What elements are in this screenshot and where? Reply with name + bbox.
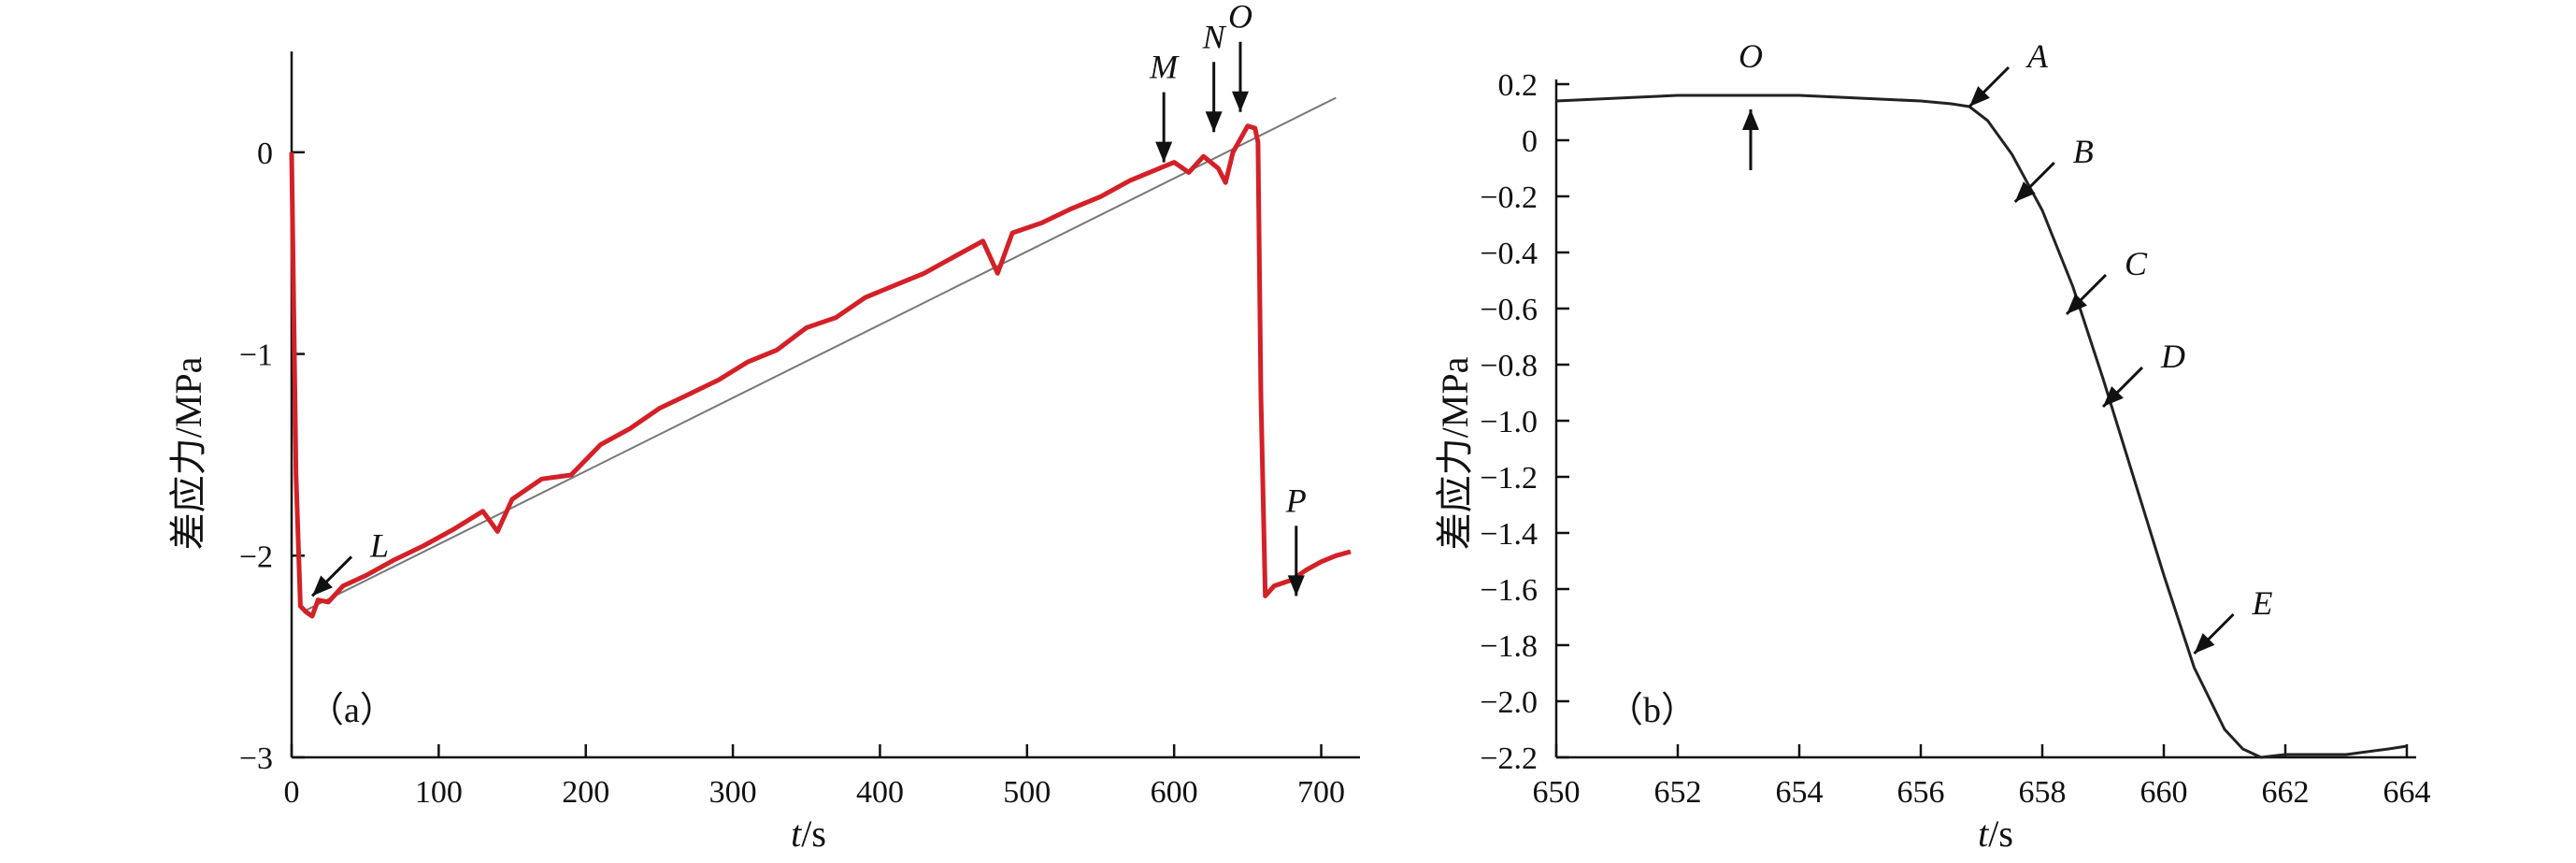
x-tick-label: 600 <box>1151 775 1198 810</box>
x-tick-label: 654 <box>1776 775 1824 810</box>
annotation-label: M <box>1149 49 1180 86</box>
panel-b-label: （b） <box>1608 691 1696 730</box>
panel-a-axes: 0 100 200 300 400 500 600 700 −3 −2 −1 0 <box>239 51 1360 810</box>
y-tick-label: −0.2 <box>1480 180 1538 215</box>
y-tick-label: −1.8 <box>1480 629 1538 664</box>
annotation-label: N <box>1202 18 1227 55</box>
panel-a-xlabel-var: t <box>791 813 802 855</box>
y-tick-label: −2 <box>239 539 273 574</box>
panel-a-xlabel: t/s <box>791 813 826 855</box>
panel-a-annotations: L MNO P <box>310 0 1307 597</box>
annotation-label: L <box>369 526 389 564</box>
x-tick-label: 660 <box>2140 775 2188 810</box>
panel-b-xlabel-unit: /s <box>1988 813 2013 855</box>
y-tick-label: −1.6 <box>1480 573 1538 608</box>
data-line <box>1555 93 2408 759</box>
y-tick-label: −0.6 <box>1480 293 1538 327</box>
annotation-label: P <box>1285 482 1307 519</box>
panel-b-chart: 650 652 654 656 658 660 662 664 0.2 0 −0.2 −0.4 −0.6… <box>1434 37 2431 855</box>
y-tick-label: −1.0 <box>1480 405 1538 439</box>
panel-b-ylabel: 差应力/MPa <box>1434 356 1476 550</box>
x-tick-label: 664 <box>2383 775 2431 810</box>
annotation-label: C <box>2125 245 2148 282</box>
annotation-label: A <box>2025 37 2049 75</box>
panel-a-label: （a） <box>308 691 395 730</box>
annotation-arrow-head <box>2067 294 2087 314</box>
data-line <box>289 123 1352 619</box>
x-tick-label: 100 <box>415 775 463 810</box>
annotation-arrow-head <box>1155 141 1173 163</box>
fit-line <box>306 96 1337 611</box>
annotation-arrow-head <box>2014 181 2036 202</box>
y-tick-label: −0.4 <box>1480 237 1538 271</box>
x-tick-label: 656 <box>1897 775 1945 810</box>
annotation-arrow-head <box>2103 386 2124 407</box>
annotation-arrow-head <box>1205 111 1223 133</box>
panel-b-series <box>1555 93 2408 759</box>
annotation-arrow-head <box>312 575 333 597</box>
x-tick-label: 650 <box>1533 775 1581 810</box>
panel-a-xlabel-unit: /s <box>801 813 826 855</box>
y-tick-label: −1 <box>239 338 273 373</box>
x-tick-label: 200 <box>562 775 609 810</box>
annotation-arrow-head <box>1742 109 1759 130</box>
x-tick-label: 700 <box>1297 775 1345 810</box>
y-tick-label: −1.4 <box>1480 517 1538 552</box>
x-tick-label: 658 <box>2019 775 2067 810</box>
x-tick-label: 652 <box>1654 775 1702 810</box>
y-tick-label: −0.8 <box>1480 349 1538 383</box>
y-tick-label: −2.0 <box>1480 685 1538 720</box>
annotation-arrow-head <box>1287 575 1305 597</box>
x-tick-label: 662 <box>2262 775 2310 810</box>
y-tick-label: −2.2 <box>1480 741 1538 776</box>
annotation-arrow-head <box>2194 633 2215 654</box>
panel-a-ylabel: 差应力/MPa <box>167 356 209 550</box>
x-tick-label: 500 <box>1003 775 1051 810</box>
y-tick-label: −3 <box>239 741 273 776</box>
panel-a-fit-line <box>306 96 1337 611</box>
annotation-label: D <box>2160 338 2185 375</box>
panel-b-annotations: O A B C D E <box>1739 37 2273 655</box>
y-tick-label: 0 <box>257 137 273 171</box>
panel-b-xlabel: t/s <box>1978 813 2013 855</box>
annotation-arrow-head <box>1231 91 1249 112</box>
panel-b-xlabel-var: t <box>1978 813 1989 855</box>
panel-b-axes: 650 652 654 656 658 660 662 664 0.2 0 −0.2 −0.4 −0.6… <box>1480 68 2430 810</box>
annotation-label: E <box>2252 584 2273 622</box>
annotation-label: O <box>1228 0 1252 36</box>
annotation-label: O <box>1739 37 1763 75</box>
x-tick-label: 300 <box>709 775 757 810</box>
panel-a-series <box>289 123 1352 619</box>
y-tick-label: −1.2 <box>1480 461 1538 496</box>
x-tick-label: 0 <box>284 775 300 810</box>
y-tick-label: 0.2 <box>1498 68 1538 103</box>
annotation-arrow-head <box>1969 86 1990 107</box>
y-tick-label: 0 <box>1522 124 1538 159</box>
x-tick-label: 400 <box>856 775 904 810</box>
annotation-label: B <box>2073 133 2094 170</box>
